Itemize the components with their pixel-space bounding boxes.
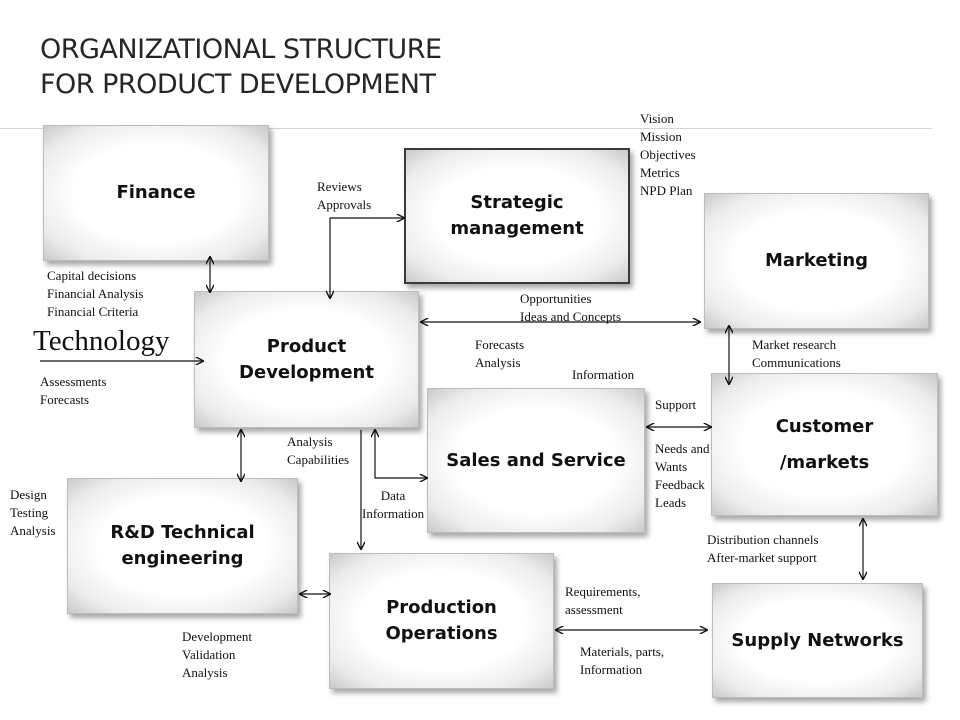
strategic-management-box: Strategic management bbox=[404, 148, 630, 284]
strategic-management-label-1: Strategic bbox=[470, 192, 564, 213]
label-line: Assessments bbox=[40, 374, 107, 389]
market-research-label: Market research Communications bbox=[752, 336, 841, 372]
customer-markets-label-2: /markets bbox=[779, 451, 870, 473]
title-line-1: ORGANIZATIONAL STRUCTURE bbox=[40, 34, 442, 65]
finance-box: Finance bbox=[43, 125, 269, 261]
label-line: Feedback bbox=[655, 477, 705, 492]
label-line: Information bbox=[572, 367, 635, 382]
capital-decisions-label: Capital decisions Financial Analysis Fin… bbox=[47, 267, 143, 321]
label-line: Distribution channels bbox=[707, 532, 819, 547]
reviews-approvals-label: Reviews Approvals bbox=[317, 178, 371, 214]
rd-technical-engineering-label-2: engineering bbox=[121, 548, 244, 569]
requirements-assessment-label: Requirements, assessment bbox=[565, 583, 640, 619]
supply-networks-label: Supply Networks bbox=[731, 629, 904, 651]
production-operations-label-1: Production bbox=[386, 597, 497, 618]
title-divider bbox=[0, 128, 932, 129]
label-line: Approvals bbox=[317, 197, 372, 212]
production-operations-label-2: Operations bbox=[385, 623, 498, 644]
label-line: Reviews bbox=[317, 179, 362, 194]
rd-technical-engineering-box: R&D Technical engineering bbox=[67, 478, 298, 614]
arrow-product-sales bbox=[375, 430, 427, 478]
forecasts-analysis-label: Forecasts Analysis bbox=[475, 336, 524, 372]
label-line: Vision bbox=[640, 111, 674, 126]
support-label: Support bbox=[655, 396, 696, 414]
marketing-label: Marketing bbox=[764, 250, 869, 271]
finance-label: Finance bbox=[116, 182, 196, 203]
label-line: Information bbox=[580, 662, 643, 677]
label-line: Requirements, bbox=[565, 584, 641, 599]
label-line: After-market support bbox=[707, 550, 817, 565]
label-line: Materials, parts, bbox=[580, 644, 665, 659]
sales-and-service-label: Sales and Service bbox=[446, 449, 626, 471]
label-line: Market research bbox=[752, 337, 837, 352]
title-line-2: FOR PRODUCT DEVELOPMENT bbox=[40, 69, 436, 100]
label-line: assessment bbox=[565, 602, 623, 617]
product-development-label-1: Product bbox=[266, 335, 347, 357]
label-line: Mission bbox=[640, 129, 682, 144]
arrow-product-strategic bbox=[330, 218, 404, 298]
label-line: Information bbox=[362, 506, 425, 521]
design-testing-label: Design Testing Analysis bbox=[10, 486, 56, 540]
development-validation-label: Development Validation Analysis bbox=[182, 628, 252, 682]
label-line: Testing bbox=[10, 505, 49, 520]
label-line: Metrics bbox=[640, 165, 680, 180]
product-development-label-2: Development bbox=[239, 361, 374, 383]
needs-wants-label: Needs and Wants Feedback Leads bbox=[655, 440, 710, 512]
label-line: Design bbox=[10, 487, 47, 502]
label-line: Opportunities bbox=[520, 291, 592, 306]
label-line: NPD Plan bbox=[640, 183, 693, 198]
rd-technical-engineering-label-1: R&D Technical bbox=[110, 522, 255, 543]
label-line: Analysis bbox=[287, 434, 333, 449]
label-line: Development bbox=[182, 629, 253, 644]
label-line: Communications bbox=[752, 355, 841, 370]
label-line: Analysis bbox=[475, 355, 521, 370]
label-line: Forecasts bbox=[40, 392, 90, 407]
customer-markets-label-1: Customer bbox=[775, 415, 874, 437]
strategic-management-label-2: management bbox=[450, 218, 584, 239]
opportunities-label: Opportunities Ideas and Concepts bbox=[520, 290, 621, 326]
label-line: Financial Analysis bbox=[47, 286, 144, 301]
distribution-channels-label: Distribution channels After-market suppo… bbox=[707, 531, 819, 567]
assessments-forecasts-label: Assessments Forecasts bbox=[40, 373, 106, 409]
label-line: Data bbox=[380, 488, 406, 503]
label-line: Objectives bbox=[640, 147, 696, 162]
label-line: Wants bbox=[655, 459, 688, 474]
supply-networks-box: Supply Networks bbox=[712, 583, 923, 698]
production-operations-box: Production Operations bbox=[329, 553, 554, 689]
label-line: Financial Criteria bbox=[47, 304, 139, 319]
sales-and-service-box: Sales and Service bbox=[427, 388, 645, 533]
label-line: Leads bbox=[655, 495, 687, 510]
analysis-capabilities-label: Analysis Capabilities bbox=[287, 433, 349, 469]
page-title: ORGANIZATIONAL STRUCTURE FOR PRODUCT DEV… bbox=[40, 32, 442, 102]
data-information-label: Data Information bbox=[362, 487, 424, 523]
customer-markets-box: Customer /markets bbox=[711, 373, 938, 516]
label-line: Needs and bbox=[655, 441, 710, 456]
label-line: Validation bbox=[182, 647, 236, 662]
label-line: Ideas and Concepts bbox=[520, 309, 622, 324]
product-development-box: Product Development bbox=[194, 291, 419, 428]
technology-label: Technology bbox=[33, 325, 170, 357]
label-line: Analysis bbox=[182, 665, 228, 680]
label-line: Capital decisions bbox=[47, 268, 137, 283]
label-line: Analysis bbox=[10, 523, 56, 538]
label-line: Capabilities bbox=[287, 452, 350, 467]
materials-parts-label: Materials, parts, Information bbox=[580, 643, 664, 679]
label-line: Forecasts bbox=[475, 337, 525, 352]
information-label: Information bbox=[572, 366, 634, 384]
label-line: Support bbox=[655, 397, 697, 412]
marketing-box: Marketing bbox=[704, 193, 929, 329]
vision-mission-label: Vision Mission Objectives Metrics NPD Pl… bbox=[640, 110, 696, 200]
